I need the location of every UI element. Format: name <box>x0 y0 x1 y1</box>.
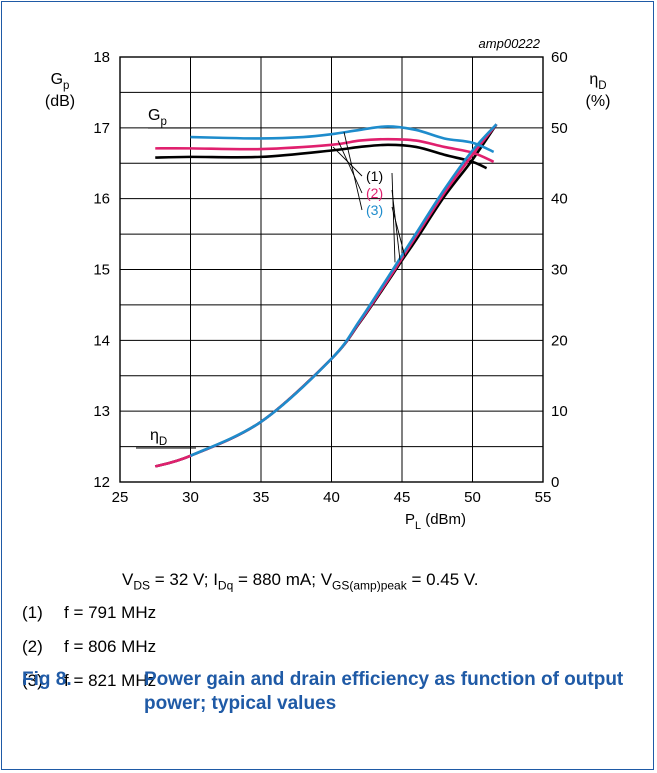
gain-line-series-1 <box>155 143 488 170</box>
y-right-tick-label: 0 <box>551 474 559 491</box>
note-text: f = 791 MHz <box>64 603 157 622</box>
series-leader-gain-3 <box>343 131 363 211</box>
y-left-tick-label: 12 <box>93 474 110 491</box>
x-axis-title: PL (dBm) <box>405 511 466 532</box>
y-right-tick-label: 50 <box>551 120 568 137</box>
series-leader-eff-1 <box>391 172 396 263</box>
chart: 25 30 35 40 45 50 55 12 13 14 15 16 17 18 0 10 20 30 40 50 6… <box>45 36 611 532</box>
x-tick-label: 30 <box>182 489 199 506</box>
y-left-tick-label: 13 <box>93 403 110 420</box>
efficiency-line-series-3 <box>189 123 498 457</box>
x-tick-label: 40 <box>323 489 340 506</box>
y-left-axis-unit: (dB) <box>45 93 75 110</box>
y-right-tick-label: 20 <box>551 332 568 349</box>
conditions-line: VDS = 32 V; IDq = 880 mA; VGS(amp)peak =… <box>122 570 479 593</box>
x-tick-label: 45 <box>394 489 411 506</box>
series-label-3: (3) <box>366 202 383 218</box>
note-3: (3) f = 821 MHz <box>22 671 156 691</box>
plot-frame <box>119 56 544 483</box>
gain-line-series-3 <box>190 125 495 154</box>
y-left-tick-label: 17 <box>93 120 110 137</box>
note-text: f = 806 MHz <box>64 637 157 656</box>
x-tick-label: 35 <box>253 489 270 506</box>
eff-curve-label: ηD <box>150 427 167 448</box>
efficiency-line-series-2 <box>154 123 498 468</box>
x-tick-label: 50 <box>464 489 481 506</box>
note-number: (3) <box>22 671 43 690</box>
y-left-tick-label: 14 <box>93 332 110 349</box>
note-number: (2) <box>22 637 43 656</box>
x-tick-label: 25 <box>112 489 129 506</box>
y-right-tick-label: 30 <box>551 262 568 279</box>
series-leader-eff-2 <box>391 189 401 261</box>
y-right-tick-label: 60 <box>551 49 568 66</box>
chart-series <box>154 123 498 468</box>
note-number: (1) <box>22 603 43 622</box>
note-text: f = 821 MHz <box>64 671 157 690</box>
y-left-tick-label: 15 <box>93 262 110 279</box>
figure-title: Power gain and drain efficiency as funct… <box>144 669 624 714</box>
y-right-axis-unit: (%) <box>586 93 611 110</box>
figure-number: Fig 8. <box>22 669 72 690</box>
gain-curve-label: Gp <box>148 107 167 128</box>
series-leader-eff-3 <box>391 206 406 257</box>
y-right-axis-title: ηD <box>589 71 606 92</box>
figure-ref-code: amp00222 <box>479 36 541 51</box>
y-left-tick-label: 16 <box>93 191 110 208</box>
gain-line-series-2 <box>155 137 495 164</box>
series-label-1: (1) <box>366 168 383 184</box>
series-leader-gain-2 <box>337 140 363 194</box>
chart-labels: 25 30 35 40 45 50 55 12 13 14 15 16 17 18 0 10 20 30 40 50 6… <box>45 36 611 532</box>
efficiency-line-series-1 <box>154 123 498 468</box>
x-tick-label: 55 <box>535 489 552 506</box>
chart-grid <box>119 56 544 483</box>
y-left-axis-title: Gp <box>51 71 70 92</box>
y-right-tick-label: 10 <box>551 403 568 420</box>
series-label-2: (2) <box>366 185 383 201</box>
y-right-tick-label: 40 <box>551 191 568 208</box>
y-left-tick-label: 18 <box>93 49 110 66</box>
note-1: (1) f = 791 MHz <box>22 603 156 623</box>
note-2: (2) f = 806 MHz <box>22 637 156 657</box>
